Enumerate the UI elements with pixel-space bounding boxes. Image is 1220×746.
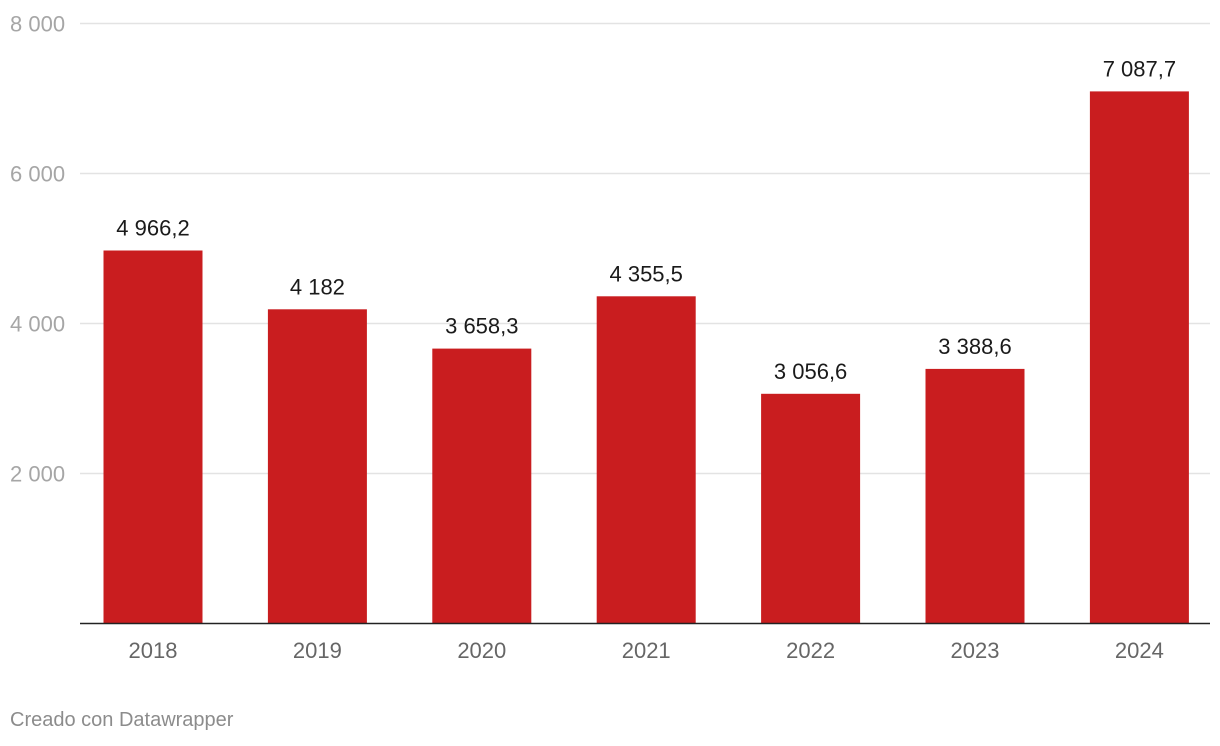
bar-value-label: 4 182 <box>290 274 345 299</box>
bar <box>432 348 532 623</box>
bar-chart: 2 000 4 000 6 000 8 000 4 966,2 4 182 3 658,3… <box>10 12 1210 663</box>
x-tick-label: 2021 <box>622 638 671 663</box>
bar-value-label: 4 355,5 <box>609 261 682 286</box>
bar <box>761 393 861 623</box>
x-tick-label: 2022 <box>786 638 835 663</box>
x-tick-label: 2019 <box>293 638 342 663</box>
credit-text: Creado con Datawrapper <box>10 709 234 731</box>
bar-value-label: 3 388,6 <box>938 334 1011 359</box>
bar-value-label: 4 966,2 <box>116 216 189 241</box>
y-axis-ticks: 2 000 4 000 6 000 8 000 <box>10 12 65 487</box>
bar <box>103 250 203 623</box>
y-tick-label: 2 000 <box>10 462 65 487</box>
x-axis-ticks: 2018 2019 2020 2021 2022 2023 2024 <box>129 638 1164 663</box>
bar-value-label: 3 056,6 <box>774 359 847 384</box>
y-tick-label: 4 000 <box>10 312 65 337</box>
bar-value-label: 7 087,7 <box>1103 56 1176 81</box>
bar <box>925 368 1025 623</box>
bar <box>267 309 367 623</box>
bar <box>596 296 696 623</box>
bars <box>103 91 1189 623</box>
x-tick-label: 2020 <box>457 638 506 663</box>
value-labels: 4 966,2 4 182 3 658,3 4 355,5 3 056,6 3 388,6… <box>116 56 1176 383</box>
y-tick-label: 8 000 <box>10 12 65 37</box>
x-tick-label: 2023 <box>951 638 1000 663</box>
x-tick-label: 2024 <box>1115 638 1164 663</box>
y-tick-label: 6 000 <box>10 162 65 187</box>
bar-value-label: 3 658,3 <box>445 314 518 339</box>
x-tick-label: 2018 <box>129 638 178 663</box>
bar <box>1089 91 1189 623</box>
